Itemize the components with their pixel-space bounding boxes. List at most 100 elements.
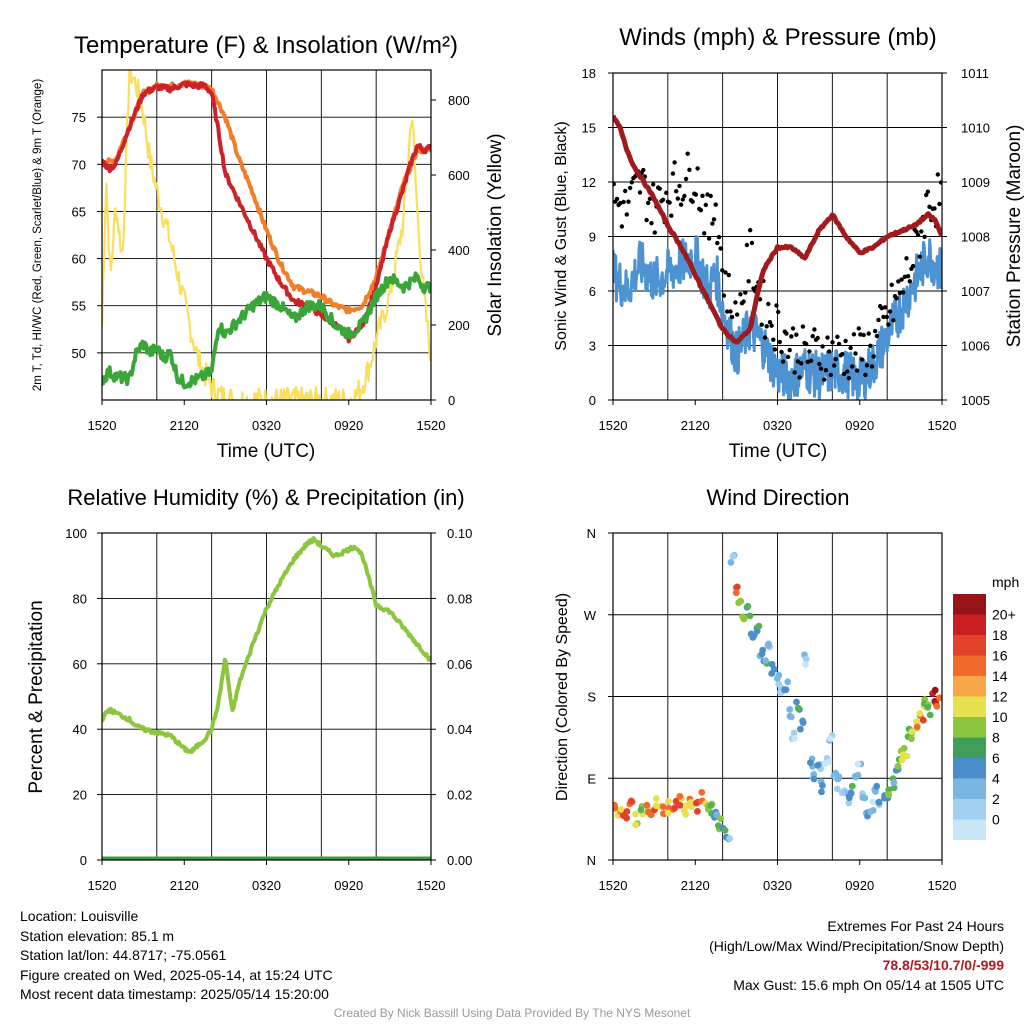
gust-point	[674, 189, 679, 194]
colorbar-swatch	[953, 696, 986, 717]
colorbar-label: 20+	[992, 607, 1016, 623]
gust-point	[733, 300, 738, 305]
direction-point	[890, 779, 898, 786]
humidity-ticks: 1520 2120 0320 0920 15200204060801000.000.02…	[65, 526, 472, 893]
x-tick-label: 1520	[928, 878, 957, 893]
colorbar-label: 6	[992, 750, 1000, 766]
gust-point	[896, 279, 901, 284]
gust-point	[728, 309, 733, 314]
direction-point	[814, 761, 822, 769]
gust-point	[715, 240, 720, 246]
direction-point	[900, 744, 908, 752]
colorbar-label: 10	[992, 709, 1008, 725]
gust-point	[700, 193, 705, 198]
gust-point	[637, 190, 643, 195]
winds-panel: Winds (mph) & Pressure (mb) 1520 2120 0320…	[553, 24, 1024, 462]
x-tick-label: 0920	[334, 878, 363, 893]
gust-point	[815, 335, 820, 341]
gust-point	[774, 303, 779, 308]
gust-point	[749, 240, 755, 246]
direction-point	[665, 798, 672, 805]
humidity-panel: Relative Humidity (%) & Precipitation (i…	[26, 485, 472, 893]
gust-point	[907, 279, 912, 284]
direction-point	[916, 710, 924, 717]
direction-point	[794, 704, 802, 712]
gust-point	[651, 182, 656, 187]
direction-point	[632, 810, 639, 818]
x-tick-label: 0320	[252, 878, 281, 893]
direction-point	[931, 686, 939, 694]
direction-point	[787, 713, 795, 721]
direction-point	[749, 634, 757, 641]
gust-point	[876, 317, 881, 323]
gust-point	[741, 299, 746, 304]
direction-point	[694, 808, 701, 815]
gust-point	[827, 349, 832, 354]
gust-point	[836, 341, 842, 347]
y2-tick-label: 0.00	[447, 853, 472, 868]
x-tick-label: 0920	[334, 418, 363, 433]
direction-point	[653, 802, 660, 810]
gust-point	[927, 204, 932, 209]
x-tick-label: 1520	[417, 418, 446, 433]
colorbar-swatch	[953, 635, 986, 656]
gust-point	[924, 192, 929, 198]
y-tick-label: 65	[72, 204, 86, 219]
gust-point	[748, 228, 753, 233]
gust-point	[667, 200, 672, 205]
direction-point	[782, 686, 790, 694]
y-tick-label: 75	[72, 110, 86, 125]
series-line-relative-humidity	[102, 536, 431, 754]
direction-point	[721, 826, 729, 834]
y2-tick-label: 1005	[961, 393, 990, 408]
gust-point	[784, 331, 789, 336]
x-tick-label: 1520	[928, 418, 957, 433]
direction-point	[802, 661, 809, 668]
recent-timestamp: Most recent data timestamp: 2025/05/14 1…	[20, 986, 329, 1003]
colorbar-swatch	[953, 778, 986, 799]
gust-point	[677, 183, 682, 189]
temperature-ylabel-right: Solar Insolation (Yellow)	[485, 133, 506, 336]
gust-point	[664, 190, 669, 195]
gust-point	[831, 363, 837, 368]
gust-point	[624, 212, 629, 217]
y2-tick-label: 1009	[961, 175, 990, 190]
y-tick-label: N	[587, 526, 596, 541]
gust-point	[822, 377, 827, 382]
gust-point	[812, 327, 817, 332]
gust-point	[675, 196, 680, 201]
gust-point	[711, 217, 717, 222]
direction-point	[737, 597, 744, 605]
colorbar-label: 18	[992, 627, 1008, 643]
direction-point	[698, 789, 706, 796]
direction-point	[919, 716, 927, 724]
gust-point	[771, 337, 776, 342]
gust-point	[856, 326, 861, 331]
gust-point	[716, 234, 722, 240]
station-latlon: Station lat/lon: 44.8717; -75.0561	[20, 947, 227, 964]
y-tick-label: 40	[73, 722, 87, 737]
direction-point	[759, 646, 767, 654]
gust-point	[935, 172, 940, 177]
direction-point	[727, 558, 735, 566]
x-tick-label: 1520	[88, 418, 117, 433]
y2-tick-label: 400	[448, 243, 470, 258]
gust-point	[702, 231, 707, 236]
direction-point	[729, 552, 737, 560]
y-tick-label: 70	[72, 157, 86, 172]
direction-point	[936, 694, 942, 702]
colorbar-swatch	[953, 655, 986, 676]
direction-ylabel-left: Direction (Colored By Speed)	[554, 593, 571, 801]
gust-point	[759, 322, 764, 327]
station-location: Location: Louisville	[20, 908, 139, 924]
gust-point	[657, 186, 662, 191]
gust-point	[915, 232, 921, 238]
direction-panel: Wind Direction 1520 2120 0320 0920 1520NESWN…	[554, 485, 1019, 893]
gust-point	[845, 369, 850, 374]
direction-title: Wind Direction	[706, 485, 849, 510]
direction-point	[643, 801, 651, 809]
gust-point	[780, 359, 786, 364]
winds-title: Winds (mph) & Pressure (mb)	[619, 24, 936, 51]
y2-tick-label: 0	[448, 393, 455, 408]
gust-point	[899, 277, 904, 282]
